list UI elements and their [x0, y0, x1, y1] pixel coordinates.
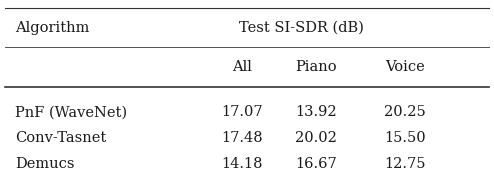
Text: Test SI-SDR (dB): Test SI-SDR (dB)	[239, 21, 364, 35]
Text: Demucs: Demucs	[15, 157, 74, 171]
Text: 20.02: 20.02	[295, 131, 337, 145]
Text: PnF (WaveNet): PnF (WaveNet)	[15, 105, 127, 119]
Text: Voice: Voice	[385, 60, 425, 74]
Text: 20.25: 20.25	[384, 105, 426, 119]
Text: 12.75: 12.75	[384, 157, 426, 171]
Text: 17.48: 17.48	[221, 131, 263, 145]
Text: 17.07: 17.07	[221, 105, 263, 119]
Text: 15.50: 15.50	[384, 131, 426, 145]
Text: Algorithm: Algorithm	[15, 21, 89, 35]
Text: Conv-Tasnet: Conv-Tasnet	[15, 131, 106, 145]
Text: 16.67: 16.67	[295, 157, 337, 171]
Text: 13.92: 13.92	[295, 105, 337, 119]
Text: All: All	[232, 60, 252, 74]
Text: Piano: Piano	[295, 60, 337, 74]
Text: 14.18: 14.18	[221, 157, 263, 171]
